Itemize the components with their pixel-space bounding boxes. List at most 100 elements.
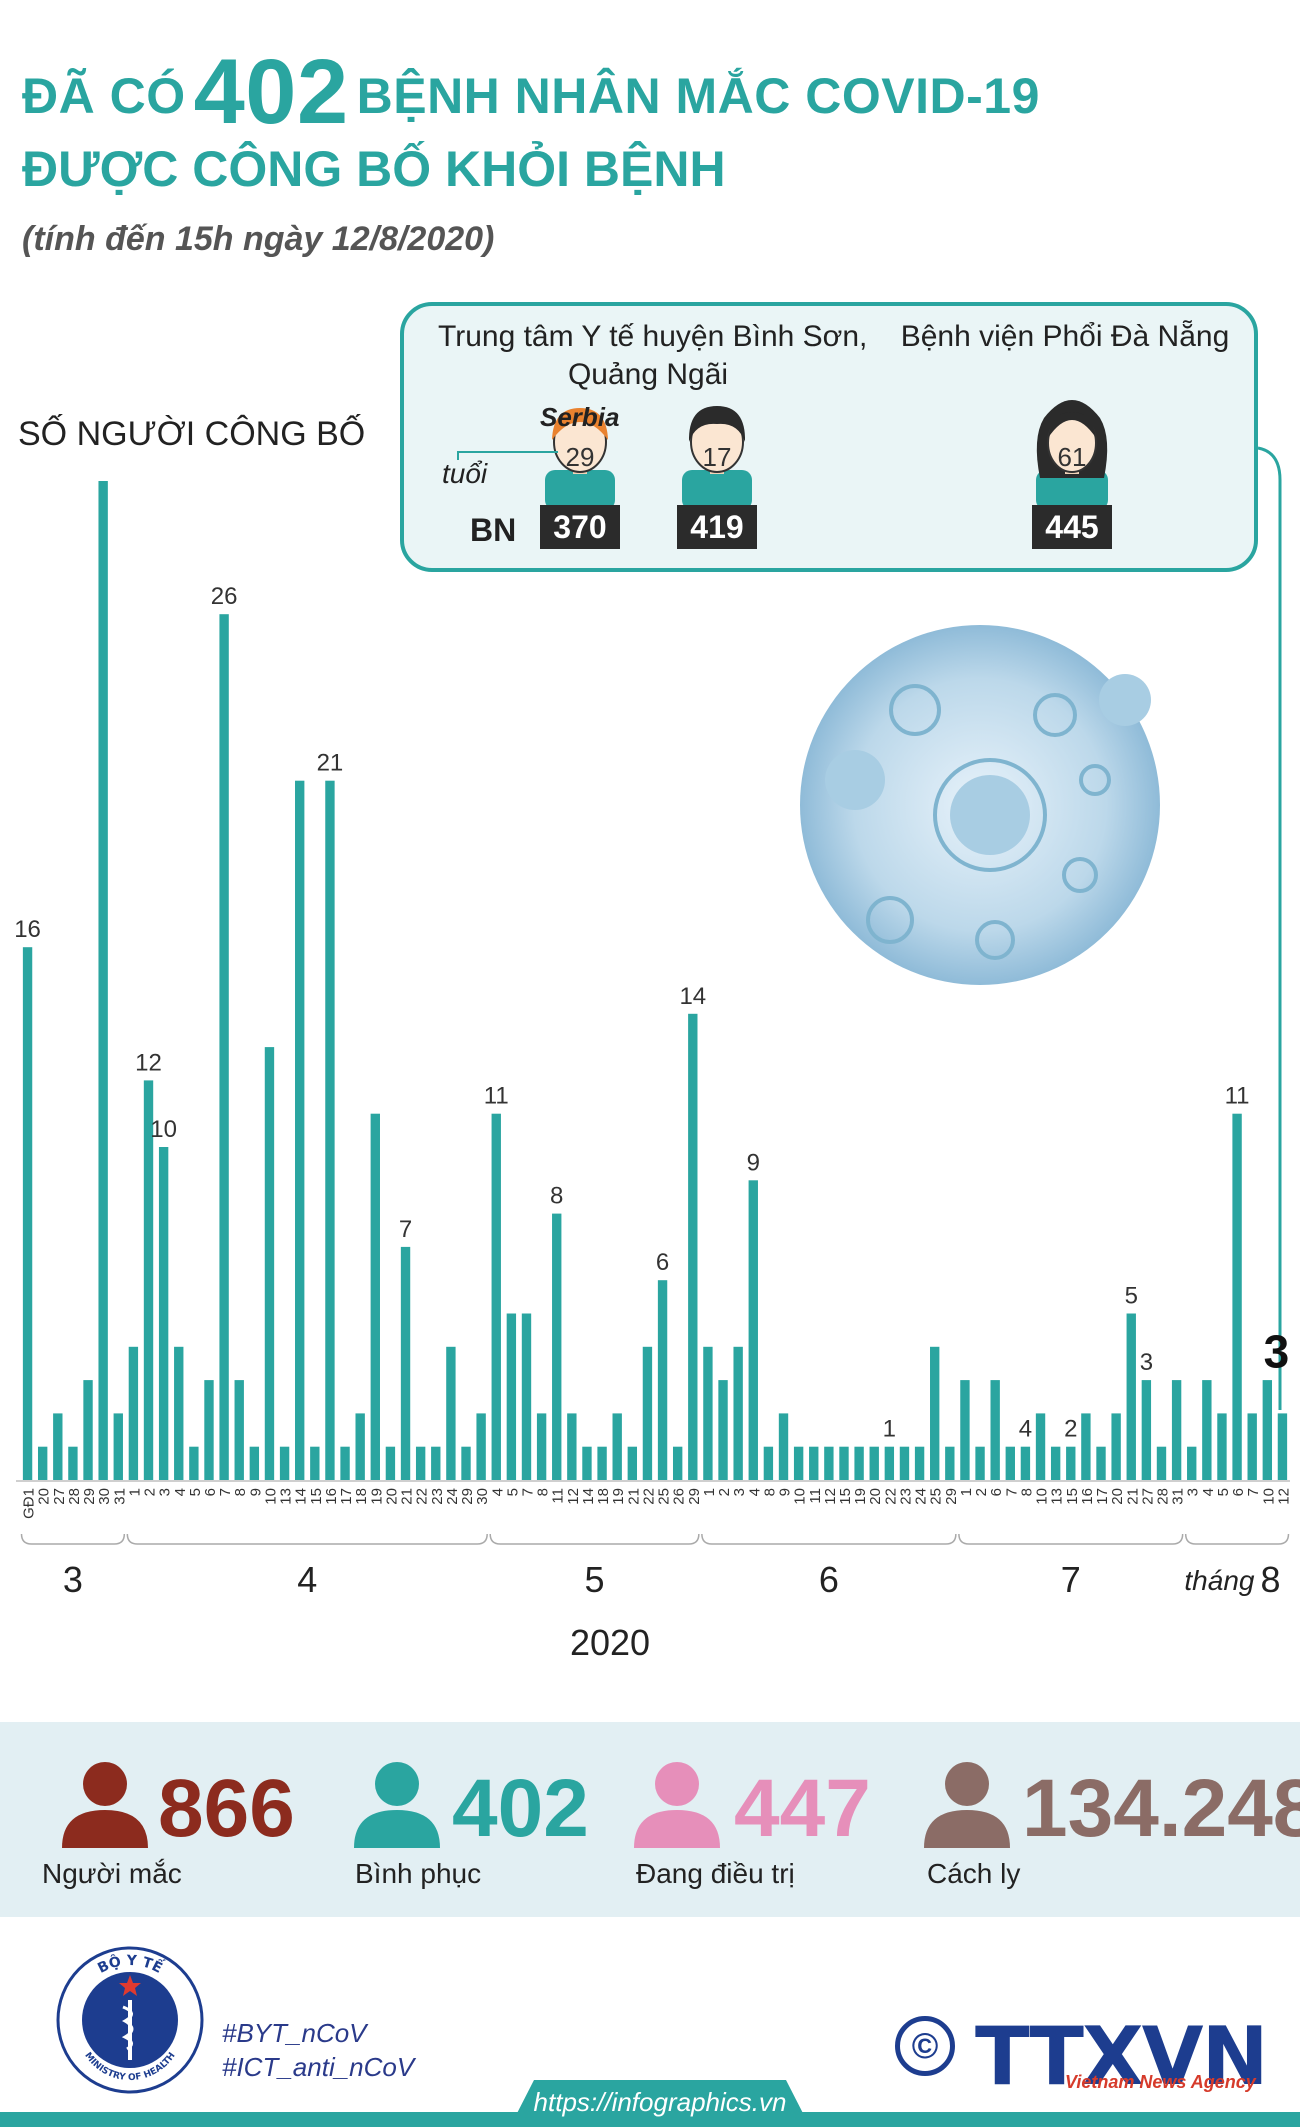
bar: [869, 1446, 879, 1480]
x-tick-label: 29: [686, 1488, 703, 1505]
x-tick-label: 20: [867, 1488, 884, 1505]
stat-label-cases: Người mắc: [42, 1858, 182, 1889]
bar: [1217, 1413, 1227, 1480]
bar: [143, 1080, 154, 1480]
bar: [113, 1413, 123, 1480]
x-tick-label: 7: [1003, 1488, 1020, 1496]
x-tick-label: 10: [1034, 1488, 1051, 1505]
bar-value-label: 11: [484, 1083, 509, 1110]
x-tick-label: 8: [1018, 1488, 1035, 1496]
month-label: 5: [585, 1559, 605, 1600]
avatar-shirt: [682, 470, 752, 510]
x-tick-label: 26: [671, 1488, 688, 1505]
patient-bn-370: 370: [540, 505, 620, 549]
x-tick-label: 3: [1185, 1488, 1202, 1496]
bar: [975, 1446, 985, 1480]
month-bracket: [489, 1533, 700, 1545]
x-tick-label: 25: [656, 1488, 673, 1505]
x-tick-label: 9: [247, 1488, 264, 1496]
bar: [930, 1346, 940, 1480]
x-tick-label: 18: [353, 1488, 370, 1505]
bar: [688, 1013, 698, 1480]
ministry-of-health-logo: BỘ Y TẾ MINISTRY OF HEALTH: [56, 1946, 204, 2094]
bar: [1035, 1413, 1046, 1480]
x-tick-label: 22: [414, 1488, 431, 1505]
avatar-fringe: [1048, 412, 1096, 438]
x-tick-label: 27: [1139, 1488, 1156, 1505]
bar: [612, 1413, 622, 1480]
x-tick-label: 23: [429, 1488, 446, 1505]
bar: [355, 1413, 365, 1480]
person-icon-cases: [62, 1762, 148, 1848]
x-tick-label: 31: [1170, 1488, 1187, 1505]
footer-url[interactable]: https://infographics.vn: [533, 2087, 787, 2117]
virus-particle: [889, 684, 941, 736]
month-word-label: tháng: [1184, 1565, 1254, 1596]
bar: [1020, 1446, 1031, 1480]
x-tick-label: 4: [1200, 1488, 1217, 1496]
bar: [793, 1446, 804, 1480]
bar-value-label: 1: [883, 1416, 896, 1443]
x-tick-label: 7: [519, 1488, 536, 1496]
hashtag-byt: #BYT_nCoV: [222, 2018, 367, 2048]
location-da-nang: Bệnh viện Phổi Đà Nẵng: [900, 320, 1230, 353]
x-tick-label: 19: [610, 1488, 627, 1505]
x-tick-label: 28: [66, 1488, 83, 1505]
month-label: 3: [63, 1559, 83, 1600]
patient-age-370: 29: [565, 442, 595, 472]
patient-avatar-370: [545, 408, 615, 510]
x-tick-label: 1: [126, 1488, 143, 1496]
x-tick-label: 14: [580, 1488, 597, 1505]
bar: [809, 1446, 819, 1480]
hashtag-ict: #ICT_anti_nCoV: [222, 2052, 415, 2082]
stat-value-treatment: 447: [734, 1763, 871, 1854]
month-bracket: [126, 1533, 488, 1545]
patient-age-419: 17: [702, 442, 732, 472]
x-tick-label: 16: [1079, 1488, 1096, 1505]
bar: [1066, 1446, 1076, 1480]
x-tick-label: 16: [323, 1488, 340, 1505]
patient-bn-419: 419: [677, 505, 757, 549]
x-tick-label: 1: [958, 1488, 975, 1496]
bar: [98, 481, 108, 1480]
x-tick-label: 19: [368, 1488, 385, 1505]
bar: [884, 1446, 895, 1480]
bar: [370, 1113, 380, 1480]
bar: [672, 1446, 683, 1480]
bar: [1096, 1446, 1106, 1480]
x-tick-label: 14: [293, 1488, 310, 1505]
bar: [325, 780, 335, 1480]
virus-core: [950, 775, 1030, 855]
x-tick-label: 6: [1230, 1488, 1247, 1496]
x-tick-label: 29: [81, 1488, 98, 1505]
ttxvn-tagline: Vietnam News Agency: [1065, 2072, 1256, 2092]
bar: [279, 1446, 290, 1480]
page-title-line2: ĐƯỢC CÔNG BỐ KHỎI BỆNH: [22, 141, 726, 197]
bar-value-label: 7: [399, 1216, 412, 1243]
bar: [204, 1380, 214, 1480]
bar-value-label: 10: [150, 1116, 177, 1143]
bar-value-label: 5: [1125, 1283, 1138, 1310]
x-tick-label: 13: [278, 1488, 295, 1505]
x-tick-label: 20: [1109, 1488, 1126, 1505]
stat-value-quarantine: 134.248: [1022, 1763, 1300, 1854]
x-tick-label: 2: [973, 1488, 990, 1496]
x-tick-label: 5: [504, 1488, 521, 1496]
virus-particle: [1033, 693, 1077, 737]
bar: [83, 1380, 93, 1480]
avatar-shirt: [545, 470, 615, 510]
stat-label-quarantine: Cách ly: [927, 1858, 1021, 1889]
bar: [415, 1446, 426, 1480]
location-binh-son-line2: Quảng Ngãi: [567, 358, 729, 391]
x-tick-label: 3: [731, 1488, 748, 1496]
x-tick-label: 8: [535, 1488, 552, 1496]
bar-value-label: 26: [211, 583, 238, 610]
x-tick-label: 29: [943, 1488, 960, 1505]
avatar-shirt: [1036, 470, 1108, 510]
bar: [521, 1313, 532, 1480]
patient-bn-445: 445: [1032, 505, 1112, 549]
bar: [174, 1346, 184, 1480]
x-tick-label: 4: [746, 1488, 763, 1496]
bar: [491, 1113, 501, 1480]
x-tick-label: 3: [157, 1488, 174, 1496]
